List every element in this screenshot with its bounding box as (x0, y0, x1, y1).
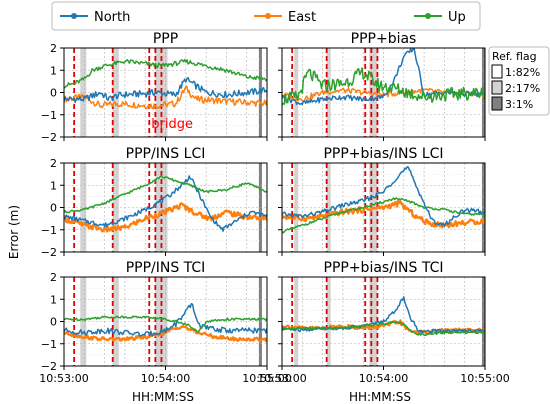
series-group (64, 302, 267, 343)
ref-flag-band-2 (369, 48, 378, 137)
series-group (64, 174, 267, 233)
legend-entry-east: East (254, 10, 316, 25)
y-tick-label: 0 (50, 87, 57, 100)
series-north (64, 76, 267, 104)
x-tick-label: 10:53:00 (39, 372, 88, 385)
ref-flag-band-1 (326, 163, 331, 252)
y-tick-label: 2 (50, 157, 57, 170)
legend-entry-up: Up (414, 10, 466, 25)
series-up (282, 320, 485, 337)
ref-flag-band-2 (369, 277, 378, 366)
y-tick-label: 1 (50, 179, 57, 192)
legend-label-east: East (288, 10, 316, 25)
series-up (282, 197, 485, 234)
panel-title: PPP+bias (351, 31, 417, 47)
ref-flag-band-0 (294, 163, 299, 252)
x-tick-label: 10:54:00 (141, 372, 190, 385)
ref-flag-band-0 (80, 48, 87, 137)
ref-flag-band-0 (294, 277, 299, 366)
panel-5: PPP+bias/INS TCI 10:53:00 10:54:00 10:55:00 (257, 260, 509, 385)
legend: North East Up (51, 1, 481, 31)
series-up (64, 58, 267, 89)
panel-0: PPP 2 1 0 −1 −2 bridge (41, 31, 268, 144)
series-east (64, 202, 267, 233)
y-tick-label: 1 (50, 293, 57, 306)
y-tick-label: 2 (50, 271, 57, 284)
y-tick-label: 0 (50, 316, 57, 329)
y-tick-label: −1 (41, 224, 57, 237)
panel-3: PPP+bias/INS LCI (278, 146, 486, 256)
legend-label-up: Up (448, 10, 466, 25)
series-group (64, 58, 267, 110)
ref-flag-swatch-3 (491, 96, 503, 111)
series-east (64, 85, 267, 110)
legend-entry-north: North (60, 10, 130, 25)
panels: PPP 2 1 0 −1 −2 bridge PPP+bias PPP/INS LCI 2 1 0 −1… (39, 31, 509, 385)
ref-flag-label-1: 1:82% (505, 66, 540, 79)
x-axis-label-right: HH:MM:SS (349, 390, 411, 404)
bridge-annotation: bridge (151, 117, 193, 132)
series-up (282, 67, 485, 106)
ref-flag-band-0 (80, 163, 87, 252)
panel-4: PPP/INS TCI 2 1 0 −1 −210:53:00 10:54:00 10:55:… (39, 260, 291, 385)
y-tick-label: −1 (41, 338, 57, 351)
series-north (282, 166, 485, 228)
series-up (64, 174, 267, 214)
y-tick-label: 2 (50, 42, 57, 55)
ref-flag-title: Ref. flag (492, 50, 537, 63)
series-north (282, 48, 485, 106)
x-tick-label: 10:54:00 (359, 372, 408, 385)
series-north (64, 175, 267, 232)
series-up (64, 315, 267, 333)
ref-flag-band-1 (326, 277, 331, 366)
panel-2: PPP/INS LCI 2 1 0 −1 −2 (41, 146, 268, 259)
series-east (282, 319, 485, 335)
y-tick-label: −1 (41, 109, 57, 122)
y-tick-label: −2 (41, 360, 57, 373)
series-east (282, 199, 485, 229)
x-axis-label-left: HH:MM:SS (132, 390, 194, 404)
y-tick-label: −2 (41, 131, 57, 144)
y-tick-label: −2 (41, 246, 57, 259)
panel-title: PPP+bias/INS LCI (323, 146, 443, 162)
ref-flag-band-1 (112, 163, 119, 252)
ref-flag-label-3: 3:1% (505, 98, 533, 111)
ref-flag-frame (488, 46, 550, 116)
panel-title: PPP/INS LCI (126, 146, 206, 162)
series-group (282, 166, 485, 234)
y-axis-label: Error (m) (7, 205, 21, 259)
ref-flag-label-2: 2:17% (505, 82, 540, 95)
panel-title: PPP/INS TCI (126, 260, 206, 276)
ref-flag-band-1 (112, 277, 119, 366)
ref-flag-band-0 (80, 277, 87, 366)
panel-1: PPP+bias (278, 31, 486, 141)
x-tick-label: 10:55:00 (460, 372, 509, 385)
ref-flag-swatch-2 (491, 80, 503, 95)
x-tick-label: 10:53:00 (257, 372, 306, 385)
ref-flag-swatch-1 (491, 64, 503, 79)
panel-title: PPP (153, 31, 178, 47)
y-tick-label: 0 (50, 202, 57, 215)
ref-flag-band-1 (112, 48, 119, 137)
series-group (282, 296, 485, 337)
series-group (282, 48, 485, 106)
legend-label-north: North (94, 10, 130, 25)
x-tick-label: 10:55:00 (242, 372, 291, 385)
series-north (64, 302, 267, 337)
panel-title: PPP+bias/INS TCI (324, 260, 444, 276)
y-tick-label: 1 (50, 64, 57, 77)
ref-flag-legend: Ref. flag 1:82% 2:17% 3:1% (488, 46, 550, 116)
